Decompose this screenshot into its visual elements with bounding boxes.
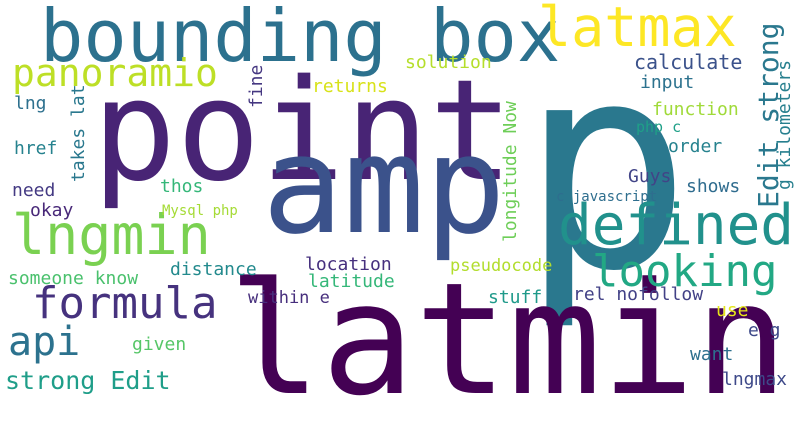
word-within-e: within e: [248, 288, 330, 308]
word-panoramio: panoramio: [12, 51, 218, 95]
word-formula: formula: [32, 278, 218, 329]
word-use: use: [716, 300, 749, 321]
word-looking: looking: [592, 246, 778, 297]
word-cloud: p latmin point amp bounding box defined …: [5, 0, 795, 417]
word-location: location: [305, 254, 392, 275]
word-rel-nofollow: rel nofollow: [573, 284, 704, 305]
word-href: href: [14, 138, 58, 159]
word-okay: okay: [30, 200, 74, 221]
word-longitude-now: longitude Now: [500, 101, 521, 242]
word-takes-lat: takes lat: [68, 84, 89, 182]
word-given: given: [132, 334, 187, 355]
word-api: api: [8, 319, 81, 365]
word-latitude: latitude: [308, 271, 395, 292]
word-distance: distance: [170, 259, 257, 280]
word-order: order: [668, 136, 723, 157]
word-g-kilometers: g kilometers: [774, 59, 795, 190]
word-lng: lng: [14, 93, 47, 114]
word-solution: solution: [405, 52, 492, 73]
word-p: p: [520, 2, 692, 334]
word-function: function: [652, 99, 739, 120]
word-e-g: e g: [748, 320, 781, 341]
word-php-c: php c: [636, 118, 682, 136]
word-shows: shows: [686, 176, 741, 197]
word-c-javascript: c javascript: [556, 189, 658, 205]
word-calculate: calculate: [634, 50, 743, 74]
word-lngmin: lngmin: [12, 203, 211, 267]
word-lngmax: lngmax: [722, 369, 788, 390]
word-pseudocode: pseudocode: [450, 256, 553, 276]
word-point: point: [92, 50, 514, 213]
word-amp: amp: [262, 107, 506, 264]
word-someone-know: someone know: [8, 268, 139, 289]
word-thos: thos: [160, 176, 204, 197]
word-mysql-php: Mysql php: [162, 203, 238, 219]
word-want: want: [690, 344, 734, 365]
word-defined: defined: [558, 193, 795, 258]
word-fine: fine: [246, 64, 267, 108]
word-need: need: [12, 180, 56, 201]
word-returns: returns: [312, 76, 388, 97]
word-latmin: latmin: [228, 249, 788, 430]
word-latmax: latmax: [538, 0, 737, 59]
word-input: input: [640, 72, 695, 93]
word-strong-edit: strong Edit: [5, 366, 171, 395]
word-bounding-box: bounding box: [40, 0, 561, 78]
word-guys: Guys: [628, 166, 672, 187]
word-stuff: stuff: [488, 287, 543, 308]
